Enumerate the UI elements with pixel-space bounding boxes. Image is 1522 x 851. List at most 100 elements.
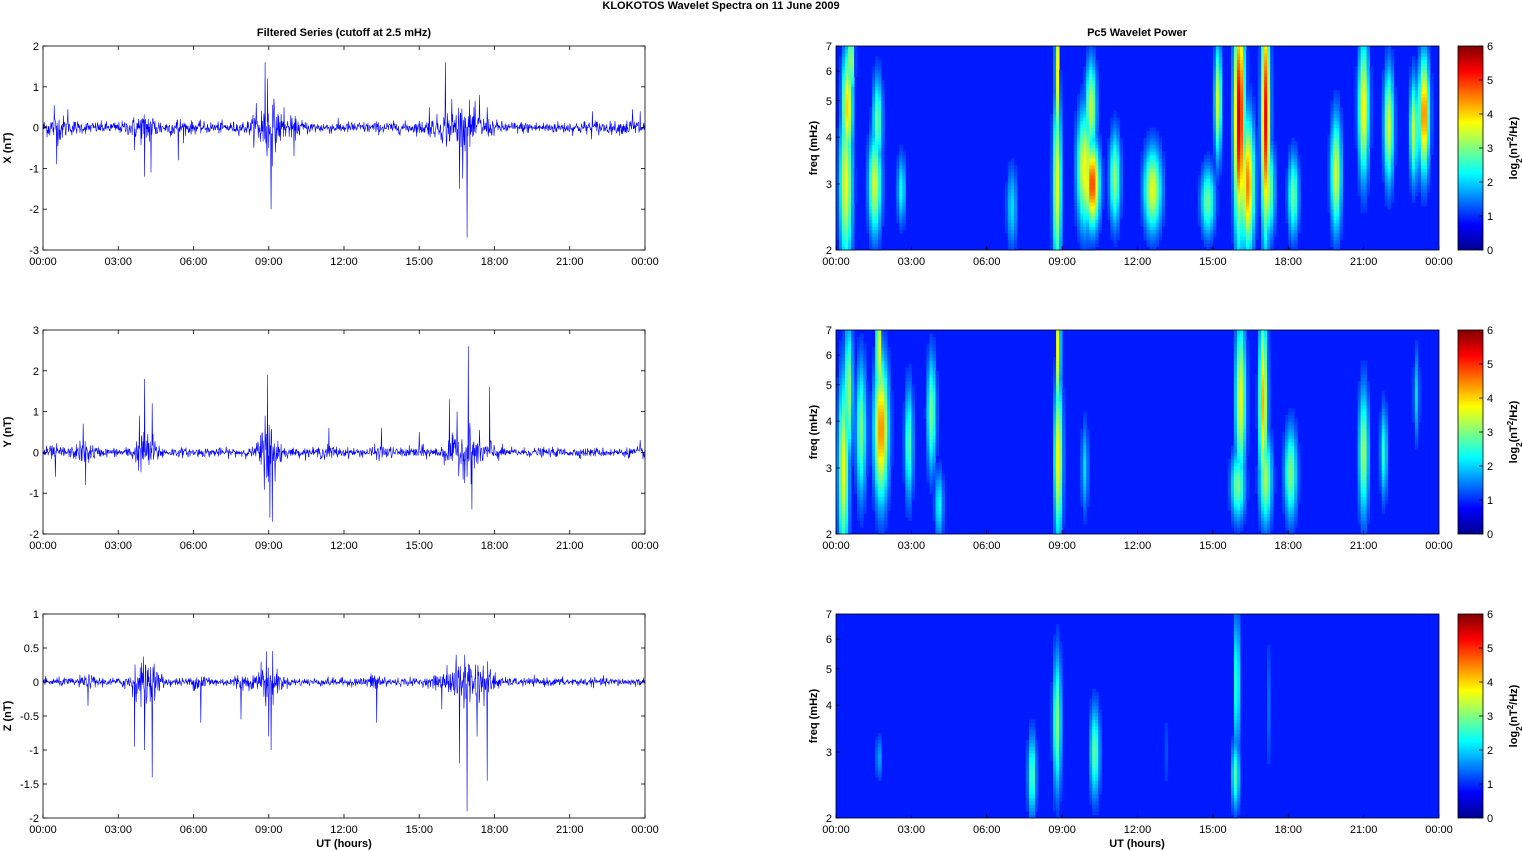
heatmap-cell [1053, 83, 1057, 88]
heatmap-cell [1423, 131, 1428, 135]
heatmap-cell [1249, 134, 1253, 139]
heatmap-cell [1110, 124, 1114, 128]
heatmap-cell [1420, 100, 1425, 105]
heatmap-cell [842, 418, 846, 423]
heatmap-cell [1209, 154, 1214, 159]
heatmap-cell [1420, 69, 1425, 74]
heatmap-cell [1240, 216, 1244, 220]
heatmap-cell [845, 513, 849, 518]
heatmap-cell [1086, 148, 1090, 152]
heatmap-cell [1411, 114, 1416, 118]
heatmap-cell [842, 161, 846, 166]
heatmap-cell [872, 462, 876, 467]
heatmap-cell [1270, 141, 1274, 145]
heatmap-cell [869, 432, 873, 436]
heatmap-cell [1236, 151, 1241, 156]
heatmap-cell [1261, 66, 1265, 71]
heatmap-cell [842, 486, 846, 491]
heatmap-cell [1240, 246, 1244, 251]
heatmap-cell [842, 120, 846, 125]
heatmap-cell [1050, 233, 1054, 237]
heatmap-cell [1095, 66, 1099, 71]
heatmap-cell [1152, 246, 1156, 251]
heatmap-cell [863, 432, 867, 436]
heatmap-cell [869, 195, 873, 200]
heatmap-cell [878, 452, 882, 457]
heatmap-cell [839, 202, 843, 207]
heatmap-cell [1369, 83, 1374, 88]
heatmap-cell [836, 398, 840, 402]
heatmap-cell [1288, 212, 1292, 217]
heatmap-cell [1203, 161, 1208, 166]
heatmap-cell [1161, 219, 1166, 224]
heatmap-cell [1357, 46, 1362, 50]
heatmap-cell [1252, 175, 1256, 179]
heatmap-cell [899, 171, 903, 176]
heatmap-cell [878, 110, 882, 115]
heatmap-cell [842, 411, 846, 416]
heatmap-cell [851, 374, 855, 378]
heatmap-cell [1092, 49, 1096, 54]
heatmap-cell [842, 360, 846, 365]
heatmap-cell [1056, 110, 1060, 115]
heatmap-cell [1074, 216, 1078, 220]
heatmap-cell [845, 144, 849, 149]
heatmap-cell [854, 445, 858, 450]
heatmap-cell [1236, 97, 1241, 101]
heatmap-cell [878, 127, 882, 132]
heatmap-cell [1240, 175, 1244, 179]
heatmap-cell [1233, 182, 1238, 186]
heatmap-cell [1255, 195, 1259, 200]
heatmap-cell [875, 360, 879, 365]
heatmap-cell [1056, 100, 1060, 105]
heatmap-cell [848, 364, 852, 368]
heatmap-cell [1252, 202, 1256, 207]
heatmap-cell [1095, 148, 1099, 152]
heatmap-cell [1080, 175, 1084, 179]
heatmap-cell [851, 144, 855, 149]
heatmap-cell [1330, 165, 1334, 169]
heatmap-cell [842, 340, 846, 344]
x-tick-label: 09:00 [1048, 256, 1076, 268]
heatmap-cell [1233, 83, 1238, 88]
heatmap-cell [1098, 229, 1102, 234]
heatmap-cell [1233, 90, 1238, 94]
heatmap-cell [1086, 76, 1090, 81]
heatmap-cell [1267, 103, 1271, 108]
heatmap-cell [851, 236, 855, 241]
heatmap-cell [851, 377, 855, 382]
heatmap-cell [1387, 103, 1392, 108]
heatmap-cell [1426, 86, 1431, 91]
heatmap-cell [1077, 124, 1081, 128]
y-tick-label: 4 [826, 132, 832, 144]
heatmap-cell [1357, 83, 1362, 88]
heatmap-cell [848, 107, 852, 111]
heatmap-cell [848, 330, 852, 334]
heatmap-cell [1013, 175, 1018, 179]
heatmap-cell [881, 205, 885, 210]
heatmap-cell [872, 469, 876, 474]
heatmap-cell [1381, 168, 1386, 173]
heatmap-cell [1095, 73, 1099, 77]
heatmap-cell [1149, 161, 1153, 166]
heatmap-cell [1203, 188, 1208, 193]
heatmap-cell [1369, 80, 1374, 84]
heatmap-cell [1336, 165, 1340, 169]
heatmap-cell [1200, 165, 1205, 169]
heatmap-cell [1143, 222, 1147, 227]
heatmap-cell [1414, 131, 1419, 135]
heatmap-cell [1050, 195, 1054, 200]
heatmap-cell [1083, 93, 1087, 98]
heatmap-cell [1270, 151, 1274, 156]
heatmap-cell [1336, 192, 1340, 196]
heatmap-cell [1215, 195, 1220, 200]
heatmap-cell [1212, 205, 1217, 210]
heatmap-cell [1143, 233, 1147, 237]
heatmap-cell [899, 154, 903, 159]
heatmap-cell [866, 445, 870, 450]
heatmap-cell [1249, 236, 1253, 241]
heatmap-cell [1050, 141, 1054, 145]
heatmap-cell [839, 131, 843, 135]
heatmap-cell [845, 185, 849, 190]
